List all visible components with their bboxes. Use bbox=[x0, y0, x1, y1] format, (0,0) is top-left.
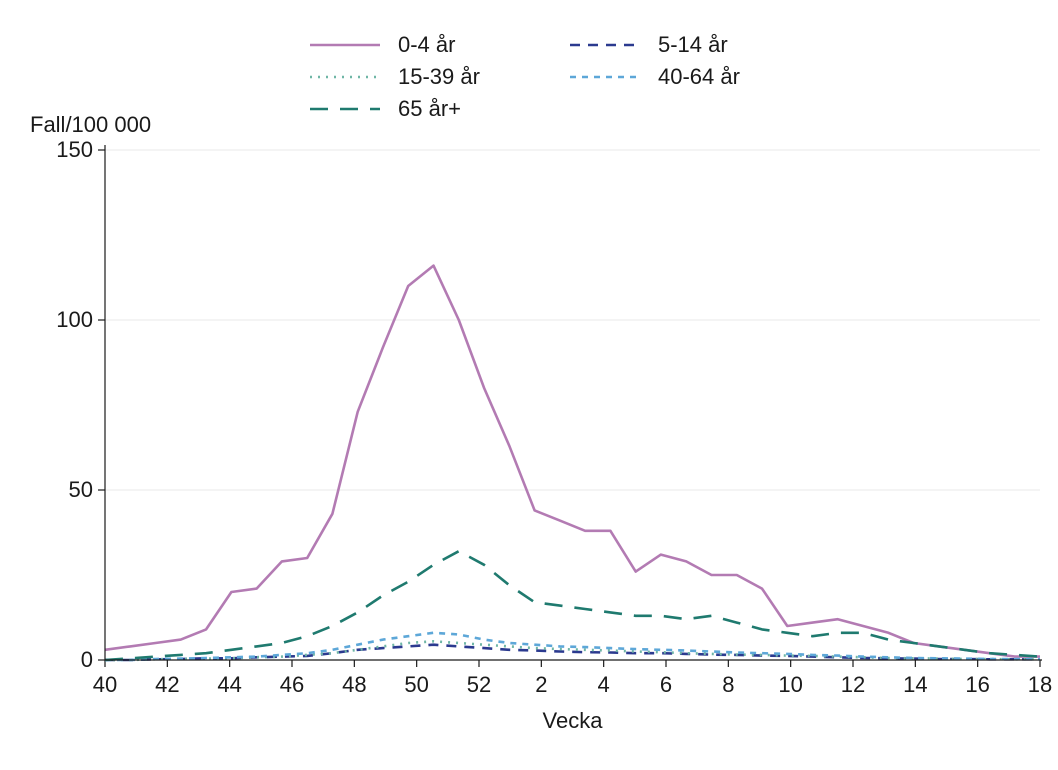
x-tick-label: 46 bbox=[280, 672, 304, 697]
x-tick-label: 40 bbox=[93, 672, 117, 697]
x-tick-label: 2 bbox=[535, 672, 547, 697]
x-tick-label: 8 bbox=[722, 672, 734, 697]
line-chart: Fall/100 0000501001504042444648505224681… bbox=[0, 0, 1058, 770]
x-tick-label: 16 bbox=[965, 672, 989, 697]
y-tick-label: 150 bbox=[56, 137, 93, 162]
chart-background bbox=[0, 0, 1058, 770]
x-tick-label: 44 bbox=[217, 672, 241, 697]
x-tick-label: 48 bbox=[342, 672, 366, 697]
x-tick-label: 42 bbox=[155, 672, 179, 697]
y-axis-title: Fall/100 000 bbox=[30, 112, 151, 137]
legend-label: 15-39 år bbox=[398, 64, 480, 89]
x-axis-title: Vecka bbox=[543, 708, 604, 733]
x-tick-label: 10 bbox=[778, 672, 802, 697]
chart-svg: Fall/100 0000501001504042444648505224681… bbox=[0, 0, 1058, 770]
x-tick-label: 50 bbox=[404, 672, 428, 697]
x-tick-label: 4 bbox=[598, 672, 610, 697]
y-tick-label: 50 bbox=[69, 477, 93, 502]
legend-label: 0-4 år bbox=[398, 32, 455, 57]
x-tick-label: 52 bbox=[467, 672, 491, 697]
y-tick-label: 100 bbox=[56, 307, 93, 332]
x-tick-label: 12 bbox=[841, 672, 865, 697]
legend-label: 40-64 år bbox=[658, 64, 740, 89]
x-tick-label: 14 bbox=[903, 672, 927, 697]
x-tick-label: 6 bbox=[660, 672, 672, 697]
x-tick-label: 18 bbox=[1028, 672, 1052, 697]
y-tick-label: 0 bbox=[81, 647, 93, 672]
legend-label: 5-14 år bbox=[658, 32, 728, 57]
legend-label: 65 år+ bbox=[398, 96, 461, 121]
